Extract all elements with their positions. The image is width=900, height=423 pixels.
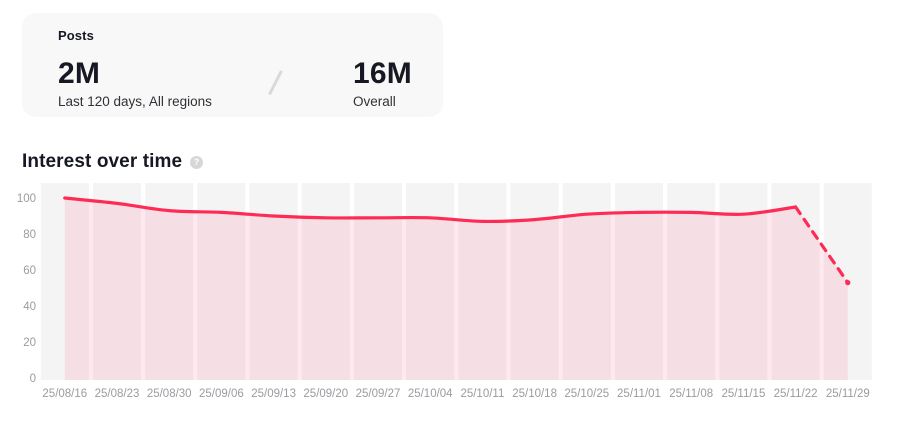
interest-line-projected (794, 205, 850, 285)
y-tick-label: 20 (23, 337, 36, 349)
chart-week-band (40, 183, 89, 380)
x-tick-label: 25/10/11 (460, 388, 504, 400)
posts-recent-caption: Last 120 days, All regions (58, 94, 212, 109)
x-tick-label: 25/10/25 (564, 388, 609, 400)
y-tick-label: 80 (23, 229, 36, 241)
x-tick-label: 25/11/22 (774, 388, 818, 400)
x-tick-label: 25/08/23 (95, 388, 140, 400)
chart-week-band (197, 183, 246, 380)
section-title-interest-over-time: Interest over time (22, 151, 183, 172)
projected-endpoint-dot (845, 280, 851, 286)
y-tick-label: 0 (30, 373, 36, 385)
posts-overall-caption: Overall (353, 94, 396, 109)
posts-stats-card: Posts 2M Last 120 days, All regions 16M … (22, 13, 443, 117)
chart-week-band (667, 183, 716, 380)
chart-week-band (719, 183, 768, 380)
y-tick-label: 60 (23, 265, 36, 277)
y-tick-label: 40 (23, 301, 36, 313)
x-tick-label: 25/11/15 (721, 388, 765, 400)
chart-week-band (406, 183, 455, 380)
help-icon[interactable]: ? (190, 156, 203, 169)
chart-week-band (93, 183, 141, 380)
x-tick-label: 25/09/06 (199, 388, 244, 400)
chart-week-band (145, 183, 194, 380)
x-tick-label: 25/09/27 (356, 388, 401, 400)
interest-area-fill (64, 198, 848, 380)
x-tick-label: 25/11/29 (826, 388, 870, 400)
chart-week-band (510, 183, 559, 380)
chart-week-band (771, 183, 820, 380)
chart-week-band (354, 183, 402, 380)
x-tick-label: 25/08/16 (42, 388, 87, 400)
posts-recent-value: 2M (58, 57, 101, 90)
chart-week-band (615, 183, 663, 380)
x-tick-label: 25/10/04 (408, 388, 453, 400)
x-tick-label: 25/09/20 (303, 388, 348, 400)
x-tick-label: 25/11/08 (669, 388, 713, 400)
posts-overall-value: 16M (353, 57, 412, 90)
y-tick-label: 100 (17, 193, 36, 205)
x-tick-label: 25/10/18 (512, 388, 557, 400)
chart-week-band (458, 183, 507, 380)
x-tick-label: 25/09/13 (251, 388, 296, 400)
interest-line (63, 196, 798, 224)
chart-week-band (301, 183, 350, 380)
card-title-posts: Posts (58, 28, 94, 43)
x-tick-label: 25/08/30 (147, 388, 192, 400)
x-tick-label: 25/11/01 (617, 388, 661, 400)
